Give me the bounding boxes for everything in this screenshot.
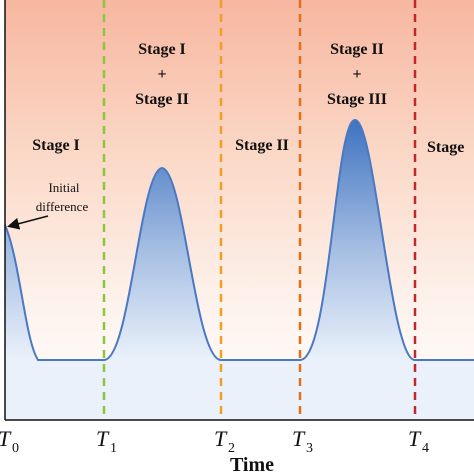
svg-text:T: T — [408, 426, 422, 451]
tick-label-t3: T 3 — [292, 426, 313, 456]
curve-line — [4, 118, 474, 361]
tick-label-t0: T 0 — [0, 426, 19, 456]
stage-label-s3: Stage II — [235, 137, 289, 154]
stage-label-s4-plus: + — [352, 66, 361, 83]
svg-text:3: 3 — [306, 441, 313, 456]
tick-label-t2: T 2 — [214, 426, 235, 456]
annotation-line2: difference — [36, 199, 89, 214]
tick-label-t1: T 1 — [96, 426, 117, 456]
stage-label-s4-line2: Stage III — [327, 91, 387, 108]
annotation-arrow — [7, 215, 49, 230]
svg-text:T: T — [292, 426, 306, 451]
stage-label-s4-line1: Stage II — [330, 41, 384, 58]
stage-label-s2-line2: Stage II — [135, 91, 189, 108]
stage-label-s1: Stage I — [32, 137, 80, 154]
x-axis-title: Time — [230, 454, 274, 474]
svg-text:0: 0 — [12, 441, 19, 456]
curve-area — [5, 120, 474, 420]
svg-text:2: 2 — [228, 441, 235, 456]
tick-label-t4: T 4 — [408, 426, 429, 456]
stage-label-s2-plus: + — [157, 66, 166, 83]
svg-text:1: 1 — [110, 441, 117, 456]
stage-label-s2-line1: Stage I — [138, 41, 186, 58]
svg-text:T: T — [0, 426, 12, 451]
annotation-line1: Initial — [48, 180, 79, 195]
svg-text:T: T — [96, 426, 110, 451]
svg-text:T: T — [214, 426, 228, 451]
svg-text:4: 4 — [422, 441, 429, 456]
stage-label-s5: Stage — [427, 139, 464, 156]
